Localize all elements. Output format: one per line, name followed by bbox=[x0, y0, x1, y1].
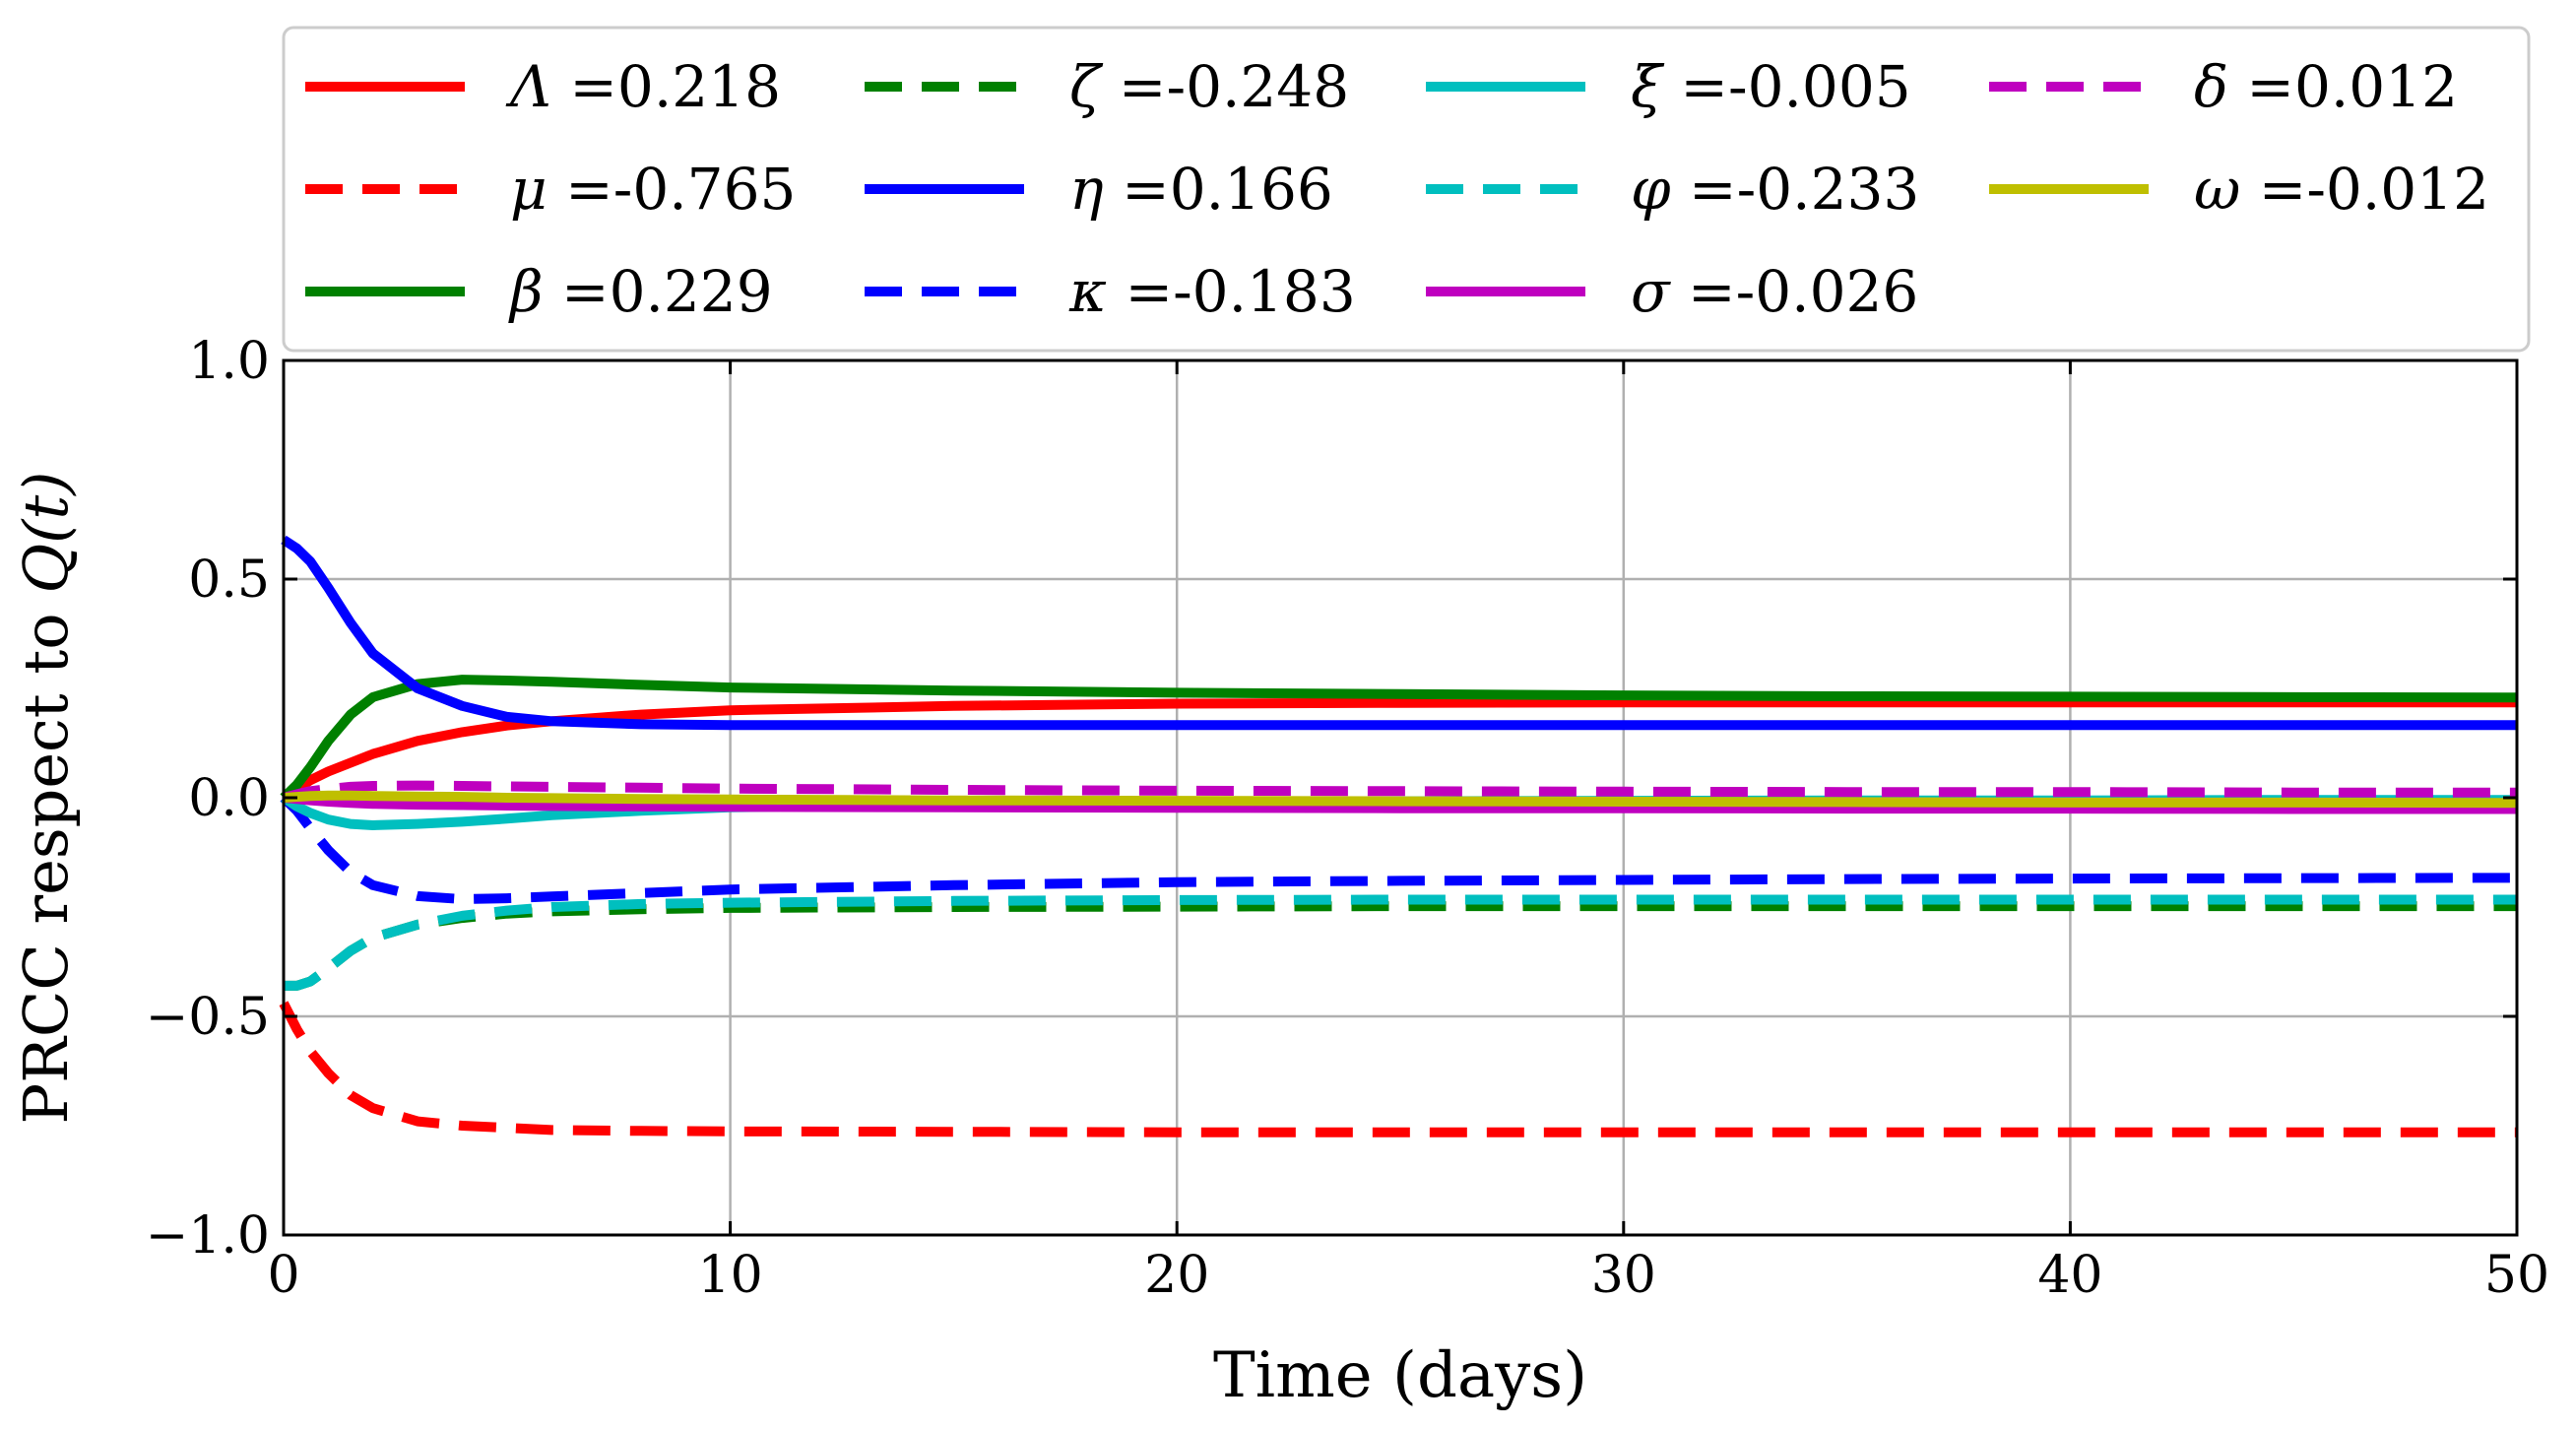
legend-value-5: =-0.183 bbox=[1107, 258, 1356, 325]
legend-label-0: Λ =0.218 bbox=[505, 53, 781, 120]
legend-symbol-10: ω bbox=[2194, 156, 2240, 223]
series-line-8 bbox=[283, 793, 2517, 814]
legend-symbol-4: η bbox=[1069, 156, 1104, 223]
series-line-1 bbox=[279, 1001, 2517, 1137]
series-line-4 bbox=[281, 535, 2517, 731]
legend-value-6: =-0.005 bbox=[1662, 53, 1911, 120]
series-line-5 bbox=[280, 794, 2518, 904]
x-tick-label-3: 30 bbox=[1591, 1246, 1656, 1305]
legend-label-6: ξ =-0.005 bbox=[1631, 53, 1911, 120]
legend-symbol-5: κ bbox=[1068, 258, 1107, 325]
legend-symbol-8: σ bbox=[1631, 258, 1671, 325]
series-line-2 bbox=[280, 675, 2518, 802]
legend-symbol-2: β bbox=[508, 258, 544, 325]
legend-value-0: =0.218 bbox=[551, 53, 781, 120]
axis-ticks bbox=[282, 358, 2519, 1237]
legend-label-3: ζ =-0.248 bbox=[1069, 53, 1349, 120]
legend-value-8: =-0.026 bbox=[1670, 258, 1919, 325]
legend-label-1: μ =-0.765 bbox=[510, 156, 796, 223]
legend-symbol-1: μ bbox=[510, 156, 547, 223]
x-tick-label-1: 10 bbox=[698, 1246, 763, 1305]
y-axis-title-text: PRCC respect to bbox=[10, 594, 82, 1125]
legend-label-9: δ =0.012 bbox=[2194, 53, 2458, 120]
y-axis-title: PRCC respect to Q(t) bbox=[10, 472, 82, 1125]
tick-labels: 0 10 20 30 40 50 −1.0 −0.5 0.0 0.5 1.0 bbox=[146, 332, 2549, 1305]
legend-symbol-3: ζ bbox=[1069, 53, 1104, 120]
legend-value-7: =-0.233 bbox=[1671, 156, 1920, 223]
legend-label-8: σ =-0.026 bbox=[1631, 258, 1918, 325]
legend-value-4: =0.166 bbox=[1104, 156, 1333, 223]
y-axis-title-math: Q(t) bbox=[10, 472, 82, 594]
series-line-0 bbox=[281, 697, 2517, 803]
legend-value-9: =0.012 bbox=[2228, 53, 2458, 120]
legend-label-10: ω =-0.012 bbox=[2194, 156, 2489, 223]
legend-label-2: β =0.229 bbox=[508, 258, 773, 325]
legend-value-3: =-0.248 bbox=[1100, 53, 1349, 120]
y-tick-label-2: 0.0 bbox=[188, 769, 270, 828]
x-tick-label-0: 0 bbox=[267, 1246, 299, 1305]
legend-symbol-0: Λ bbox=[505, 53, 551, 120]
legend-symbol-6: ξ bbox=[1631, 53, 1665, 120]
legend-label-7: φ =-0.233 bbox=[1631, 156, 1919, 223]
x-axis-title: Time (days) bbox=[1213, 1339, 1587, 1412]
x-tick-label-4: 40 bbox=[2037, 1246, 2102, 1305]
legend-value-10: =-0.012 bbox=[2240, 156, 2489, 223]
x-tick-label-2: 20 bbox=[1144, 1246, 1209, 1305]
legend-symbol-9: δ bbox=[2194, 53, 2228, 120]
legend-value-2: =0.229 bbox=[544, 258, 773, 325]
series-lines bbox=[279, 535, 2518, 1137]
legend-symbol-7: φ bbox=[1631, 156, 1671, 223]
series-line-7 bbox=[284, 894, 2517, 991]
legend-box bbox=[282, 26, 2531, 353]
y-tick-label-3: 0.5 bbox=[188, 551, 270, 610]
legend-label-4: η =0.166 bbox=[1069, 156, 1333, 223]
x-tick-label-5: 50 bbox=[2484, 1246, 2549, 1305]
legend-value-1: =-0.765 bbox=[547, 156, 797, 223]
y-tick-label-1: −0.5 bbox=[146, 988, 270, 1047]
y-tick-label-0: −1.0 bbox=[146, 1206, 270, 1266]
y-tick-label-4: 1.0 bbox=[188, 332, 270, 391]
series-line-3 bbox=[284, 901, 2517, 991]
legend-label-5: κ =-0.183 bbox=[1068, 258, 1356, 325]
series-line-10 bbox=[283, 790, 2518, 809]
series-line-9 bbox=[282, 780, 2517, 803]
